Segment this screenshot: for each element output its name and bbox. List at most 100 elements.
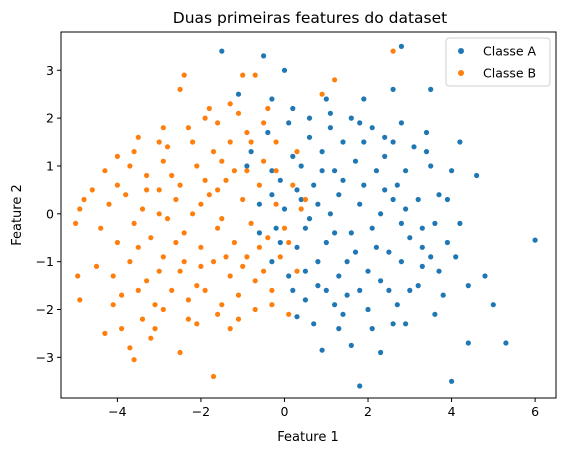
point-classe-b (290, 182, 296, 188)
point-classe-a (327, 125, 333, 131)
point-classe-a (465, 340, 471, 346)
point-classe-b (114, 239, 120, 246)
point-classe-b (156, 211, 162, 217)
point-classe-a (315, 283, 321, 289)
point-classe-a (390, 86, 396, 92)
point-classe-a (306, 216, 313, 222)
point-classe-a (386, 249, 392, 255)
point-classe-a (290, 105, 296, 112)
point-classe-a (432, 220, 438, 226)
point-classe-a (369, 225, 375, 231)
point-classe-a (265, 129, 271, 136)
point-classe-a (294, 244, 300, 250)
point-classe-b (114, 153, 120, 159)
point-classe-b (131, 357, 137, 363)
chart-title: Duas primeiras features do dataset (173, 9, 447, 27)
points-layer (73, 43, 538, 389)
point-classe-b (210, 149, 217, 155)
point-classe-a (390, 196, 396, 203)
point-classe-b (252, 278, 258, 284)
point-classe-b (319, 91, 325, 97)
plot-frame (60, 31, 557, 399)
point-classe-b (164, 216, 171, 222)
point-classe-a (256, 201, 262, 207)
point-classe-a (398, 220, 404, 226)
y-axis: −3 −2 −1 0 1 2 3 (36, 63, 61, 365)
legend: Classe A Classe B (445, 37, 551, 87)
point-classe-a (444, 239, 450, 246)
point-classe-a (256, 230, 262, 236)
legend-marker-classe-a (458, 48, 464, 54)
point-classe-a (273, 225, 279, 231)
point-classe-a (390, 321, 396, 327)
point-classe-b (231, 168, 237, 174)
point-classe-b (93, 263, 100, 269)
point-classe-a (281, 206, 288, 212)
point-classe-a (390, 139, 396, 145)
point-classe-b (156, 268, 162, 274)
point-classe-b (198, 263, 204, 269)
point-classe-b (160, 306, 166, 313)
y-tick-label: 0 (46, 206, 54, 221)
point-classe-b (173, 196, 179, 203)
point-classe-b (89, 187, 95, 193)
point-classe-b (235, 316, 242, 322)
point-classe-b (77, 297, 83, 303)
point-classe-a (323, 96, 329, 102)
y-tick-label: 1 (46, 158, 54, 173)
point-classe-b (202, 115, 208, 121)
point-classe-b (110, 302, 116, 308)
point-classe-b (206, 105, 212, 112)
point-classe-b (215, 187, 221, 193)
point-classe-a (415, 283, 421, 289)
point-classe-a (394, 182, 400, 188)
point-classe-b (302, 196, 308, 203)
point-classe-a (357, 201, 363, 207)
point-classe-b (235, 110, 242, 116)
point-classe-a (352, 249, 359, 255)
point-classe-b (294, 268, 300, 274)
point-classe-a (302, 225, 308, 231)
point-classe-a (294, 314, 300, 320)
y-tick-label: −3 (36, 350, 54, 365)
point-classe-a (532, 237, 538, 243)
point-classe-a (373, 168, 379, 174)
point-classe-b (206, 192, 212, 198)
point-classe-b (144, 278, 150, 284)
point-classe-a (428, 254, 434, 260)
point-classe-b (169, 172, 175, 179)
point-classe-b (110, 273, 116, 279)
point-classe-a (298, 196, 304, 203)
point-classe-b (227, 139, 233, 145)
point-classe-b (240, 263, 246, 269)
x-tick-label: 6 (531, 404, 539, 419)
point-classe-a (235, 91, 242, 97)
point-classe-b (131, 220, 137, 226)
point-classe-a (336, 273, 342, 279)
point-classe-a (340, 139, 346, 145)
point-classe-b (177, 86, 183, 92)
point-classe-b (240, 196, 246, 203)
point-classe-b (190, 139, 196, 145)
point-classe-a (298, 163, 304, 169)
point-classe-a (261, 53, 267, 59)
point-classe-b (127, 163, 133, 169)
point-classe-a (286, 120, 292, 126)
point-classe-b (135, 287, 141, 293)
y-tick-label: −1 (36, 254, 54, 269)
point-classe-a (269, 96, 275, 102)
point-classe-b (181, 72, 187, 78)
point-classe-b (252, 72, 258, 78)
point-classe-b (144, 187, 150, 193)
point-classe-b (160, 125, 166, 131)
point-classe-b (114, 182, 120, 188)
point-classe-a (407, 287, 413, 293)
point-classe-a (336, 326, 342, 332)
y-tick-label: 3 (46, 63, 54, 78)
point-classe-a (361, 96, 367, 102)
point-classe-a (436, 268, 442, 274)
point-classe-b (261, 158, 267, 164)
point-classe-b (215, 311, 221, 317)
point-classe-a (444, 196, 450, 203)
y-tick-label: 2 (46, 111, 54, 126)
